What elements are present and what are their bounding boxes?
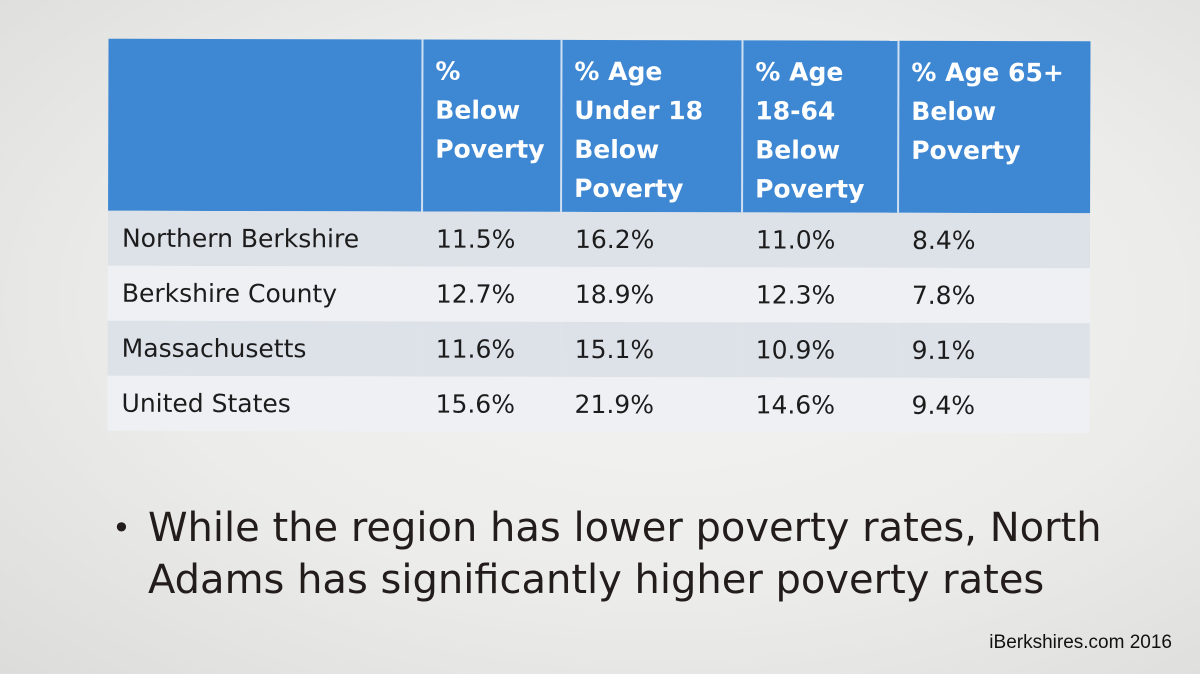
bullet-point: • While the region has lower poverty rat…: [112, 502, 1152, 606]
value-cell: 9.1%: [897, 322, 1090, 379]
value-cell: 11.6%: [421, 321, 561, 377]
value-cell: 8.4%: [897, 212, 1091, 269]
table-row: United States 15.6% 21.9% 14.6% 9.4%: [107, 375, 1090, 434]
header-cell-under-18: % Age Under 18 Below Poverty: [561, 39, 743, 213]
value-cell: 12.7%: [421, 266, 561, 322]
region-name-cell: Northern Berkshire: [107, 210, 423, 267]
value-cell: 16.2%: [560, 211, 743, 268]
value-cell: 21.9%: [560, 376, 742, 433]
value-cell: 15.1%: [560, 321, 742, 378]
value-cell: 12.3%: [741, 267, 898, 323]
region-name-cell: United States: [107, 375, 422, 432]
value-cell: 14.6%: [741, 377, 898, 433]
region-name-cell: Berkshire County: [107, 265, 422, 322]
table-row: Northern Berkshire 11.5% 16.2% 11.0% 8.4…: [107, 210, 1091, 269]
table-header-row: % Below Poverty % Age Under 18 Below Pov…: [108, 38, 1091, 214]
header-cell-65-plus: % Age 65+ Below Poverty: [898, 40, 1091, 214]
value-cell: 11.5%: [421, 211, 562, 267]
bullet-marker: •: [112, 509, 131, 547]
header-cell-below-poverty: % Below Poverty: [422, 39, 562, 212]
value-cell: 18.9%: [560, 266, 742, 323]
table-row: Berkshire County 12.7% 18.9% 12.3% 7.8%: [107, 265, 1090, 324]
poverty-rate-table: % Below Poverty % Age Under 18 Below Pov…: [107, 38, 1091, 434]
region-name-cell: Massachusetts: [107, 320, 422, 377]
value-cell: 15.6%: [421, 376, 561, 432]
value-cell: 9.4%: [897, 377, 1090, 434]
table-row: Massachusetts 11.6% 15.1% 10.9% 9.1%: [107, 320, 1090, 379]
header-cell-region: [108, 38, 423, 212]
header-cell-18-64: % Age 18-64 Below Poverty: [742, 40, 899, 213]
value-cell: 11.0%: [741, 212, 899, 268]
poverty-table-container: % Below Poverty % Age Under 18 Below Pov…: [107, 38, 1091, 434]
value-cell: 10.9%: [741, 322, 898, 378]
value-cell: 7.8%: [897, 267, 1090, 324]
watermark-credit: iBerkshires.com 2016: [989, 632, 1172, 653]
bullet-text: While the region has lower poverty rates…: [148, 505, 1102, 603]
